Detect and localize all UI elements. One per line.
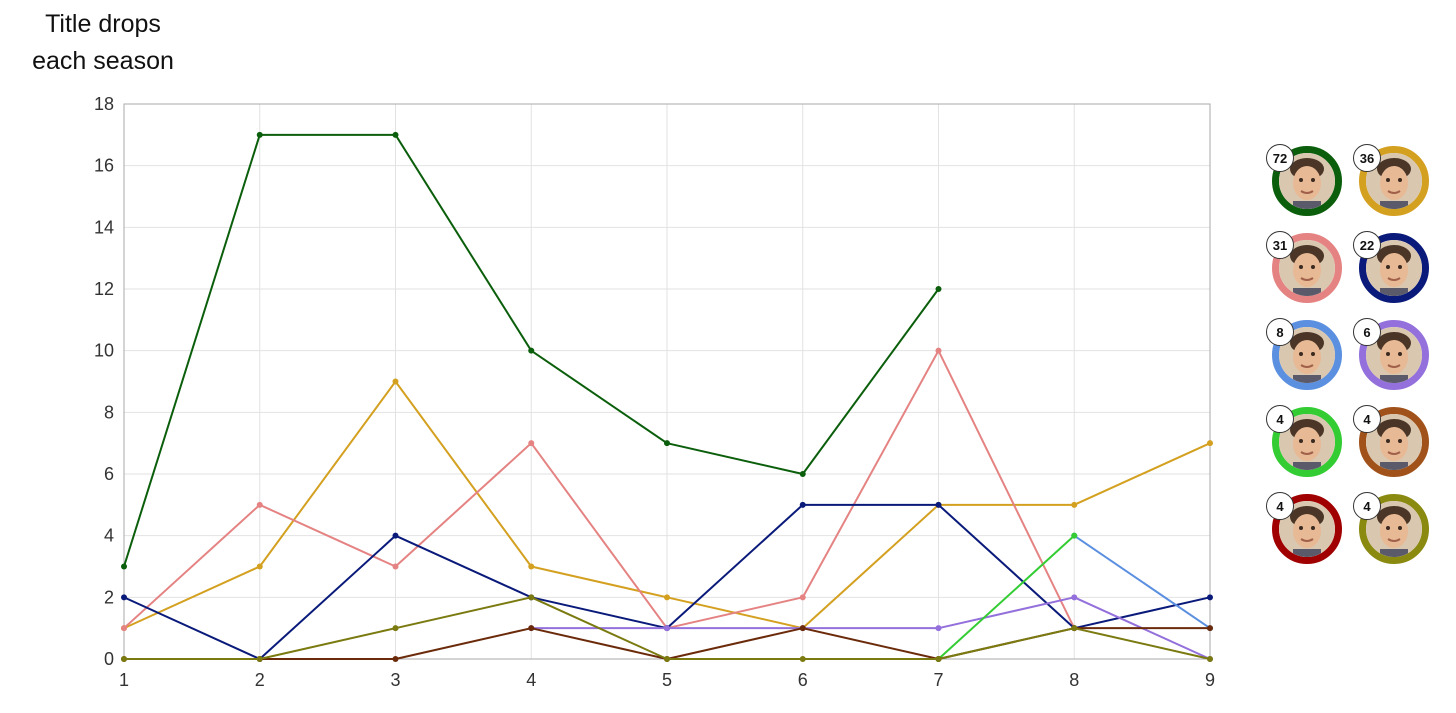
count-badge: 4 xyxy=(1266,492,1294,520)
series-line-7 xyxy=(937,534,1075,660)
data-point xyxy=(799,501,806,508)
data-point xyxy=(1071,625,1078,632)
data-point xyxy=(121,594,127,601)
data-point xyxy=(664,594,670,601)
x-tick-label: 1 xyxy=(119,670,129,690)
y-tick-label: 18 xyxy=(94,94,114,114)
legend-item: 4 xyxy=(1262,488,1342,564)
data-point xyxy=(664,625,670,632)
y-tick-label: 0 xyxy=(104,649,114,669)
data-point xyxy=(935,656,942,662)
avatar xyxy=(1359,320,1429,390)
data-point xyxy=(799,594,806,601)
data-point xyxy=(528,440,535,447)
x-tick-label: 3 xyxy=(390,670,400,690)
x-tick-label: 2 xyxy=(255,670,265,690)
avatar xyxy=(1272,320,1342,390)
data-point xyxy=(392,532,399,539)
data-point xyxy=(256,563,263,570)
x-tick-label: 5 xyxy=(662,670,672,690)
data-point xyxy=(528,594,535,601)
count-badge: 6 xyxy=(1353,318,1381,346)
avatar xyxy=(1359,233,1429,303)
legend-item: 36 xyxy=(1349,140,1429,216)
data-point xyxy=(1207,440,1213,447)
face-icon xyxy=(1279,414,1335,470)
y-tick-label: 16 xyxy=(94,156,114,176)
count-badge: 22 xyxy=(1353,231,1381,259)
legend-item: 6 xyxy=(1349,314,1429,390)
y-tick-label: 4 xyxy=(104,526,114,546)
data-point xyxy=(121,625,127,632)
count-badge: 4 xyxy=(1353,492,1381,520)
data-point xyxy=(1207,594,1213,601)
data-point xyxy=(799,471,806,477)
legend-item: 4 xyxy=(1349,401,1429,477)
x-tick-label: 7 xyxy=(933,670,943,690)
data-point xyxy=(392,656,399,662)
data-point xyxy=(392,378,399,385)
legend-item: 4 xyxy=(1262,401,1342,477)
data-point xyxy=(664,440,670,447)
x-tick-label: 9 xyxy=(1205,670,1215,690)
y-tick-label: 8 xyxy=(104,402,114,422)
y-tick-label: 14 xyxy=(94,217,114,237)
chart-title: Title drops each season xyxy=(20,6,186,80)
x-tick-label: 8 xyxy=(1069,670,1079,690)
data-point xyxy=(256,131,263,138)
count-badge: 8 xyxy=(1266,318,1294,346)
data-point xyxy=(528,625,535,632)
data-point xyxy=(1207,656,1213,662)
data-point xyxy=(799,656,806,662)
data-point xyxy=(935,501,942,508)
y-tick-label: 6 xyxy=(104,464,114,484)
data-point xyxy=(1207,625,1213,632)
legend-item: 31 xyxy=(1262,227,1342,303)
series-line-3 xyxy=(123,349,1076,630)
avatar xyxy=(1359,407,1429,477)
legend-item: 72 xyxy=(1262,140,1342,216)
data-point xyxy=(528,347,535,354)
data-point xyxy=(256,501,263,508)
y-tick-label: 12 xyxy=(94,279,114,299)
data-point xyxy=(1071,501,1078,508)
count-badge: 36 xyxy=(1353,144,1381,172)
data-point xyxy=(392,131,399,138)
avatar xyxy=(1272,494,1342,564)
series-line-5 xyxy=(1073,534,1211,629)
x-tick-label: 6 xyxy=(798,670,808,690)
x-tick-label: 4 xyxy=(526,670,536,690)
y-tick-label: 2 xyxy=(104,587,114,607)
data-point xyxy=(799,625,806,632)
data-point xyxy=(935,625,942,632)
data-point xyxy=(664,656,670,662)
legend-item: 8 xyxy=(1262,314,1342,390)
count-badge: 72 xyxy=(1266,144,1294,172)
data-point xyxy=(1071,532,1078,539)
face-icon xyxy=(1366,240,1422,296)
data-point xyxy=(935,286,942,292)
data-point xyxy=(392,563,399,570)
data-point xyxy=(121,656,127,662)
chart-title-line-1: Title drops xyxy=(45,10,161,38)
data-point xyxy=(256,656,263,662)
count-badge: 31 xyxy=(1266,231,1294,259)
data-point xyxy=(528,563,535,570)
face-icon xyxy=(1366,153,1422,209)
series-line-6 xyxy=(531,596,1211,660)
count-badge: 4 xyxy=(1266,405,1294,433)
y-tick-label: 10 xyxy=(94,341,114,361)
legend-item: 22 xyxy=(1349,227,1429,303)
data-point xyxy=(1071,594,1078,601)
data-point xyxy=(935,347,942,354)
face-icon xyxy=(1366,414,1422,470)
count-badge: 4 xyxy=(1353,405,1381,433)
chart-title-line-2: each season xyxy=(32,47,174,75)
legend-item: 4 xyxy=(1349,488,1429,564)
data-point xyxy=(392,625,399,632)
data-point xyxy=(121,563,127,570)
